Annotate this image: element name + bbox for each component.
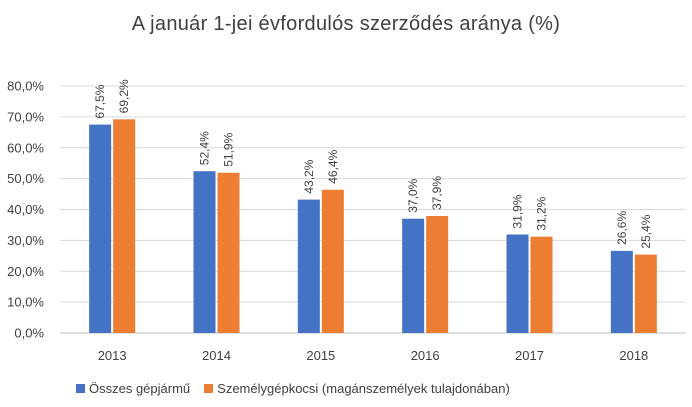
bar-series-1-2015 [297, 199, 320, 333]
data-label-series-1-2013: 67,5% [93, 84, 107, 118]
x-tick-label: 2018 [619, 348, 648, 363]
bar-series-2-2014 [217, 172, 240, 333]
gridlines [60, 85, 686, 334]
data-label-series-1-2016: 37,0% [406, 178, 420, 212]
legend-item-series-1: Összes gépjármű [76, 381, 190, 396]
data-label-series-2-2013: 69,2% [117, 79, 131, 113]
legend-item-series-2: Személygépkocsi (magánszemélyek tulajdon… [204, 381, 510, 396]
bar-series-1-2018 [610, 250, 633, 333]
bar-series-2-2016 [426, 215, 449, 333]
y-tick-label: 0,0% [14, 326, 44, 341]
x-tick-label: 2017 [515, 348, 544, 363]
bar-series-2-2018 [634, 254, 657, 333]
legend-label-series-1: Összes gépjármű [89, 381, 191, 396]
y-tick-label: 70,0% [7, 109, 44, 124]
chart-title: A január 1-jei évfordulós szerződés arán… [131, 13, 561, 35]
data-label-series-1-2014: 52,4% [198, 131, 212, 165]
x-tick-label: 2013 [98, 348, 127, 363]
bar-series-2-2017 [530, 236, 553, 333]
y-tick-label: 40,0% [7, 202, 44, 217]
y-axis-tick-labels: 0,0% 10,0% 20,0% 30,0% 40,0% 50,0% 60,0% 70,0% 8… [7, 79, 44, 341]
y-tick-label: 80,0% [7, 79, 44, 94]
data-label-series-1-2015: 43,2% [302, 159, 316, 193]
data-label-series-2-2015: 46,4% [326, 149, 340, 183]
bar-series-2-2015 [321, 189, 344, 333]
data-label-series-2-2016: 37,9% [430, 176, 444, 210]
data-label-series-1-2017: 31,9% [511, 194, 525, 228]
legend-swatch-series-1 [76, 384, 85, 393]
legend-label-series-2: Személygépkocsi (magánszemélyek tulajdon… [217, 381, 510, 396]
bar-series-2-2013 [113, 119, 136, 333]
y-tick-label: 60,0% [7, 140, 44, 155]
bar-series-1-2017 [506, 234, 529, 333]
x-tick-label: 2016 [411, 348, 440, 363]
x-axis-tick-labels: 2013 2014 2015 2016 2017 2018 [98, 348, 649, 363]
bar-series-1-2016 [402, 218, 425, 333]
legend-swatch-series-2 [204, 384, 214, 393]
y-tick-label: 10,0% [7, 295, 44, 310]
data-label-series-2-2014: 51,9% [222, 132, 236, 166]
y-tick-label: 50,0% [7, 171, 44, 186]
bar-series-1-2014 [193, 171, 216, 333]
x-tick-label: 2015 [306, 348, 335, 363]
y-tick-label: 30,0% [7, 233, 44, 248]
data-label-series-1-2018: 26,6% [615, 211, 629, 245]
bar-series-1-2013 [89, 124, 112, 333]
data-labels: 67,5% 69,2% 52,4% 51,9% 43,2% 46,4% 37,0% 37,9%… [93, 79, 653, 249]
x-tick-label: 2014 [202, 348, 231, 363]
data-label-series-2-2017: 31,2% [535, 196, 549, 230]
data-label-series-2-2018: 25,4% [639, 214, 653, 248]
y-tick-label: 20,0% [7, 264, 44, 279]
legend: Összes gépjármű Személygépkocsi (magánsz… [76, 381, 524, 396]
bars [89, 119, 657, 333]
